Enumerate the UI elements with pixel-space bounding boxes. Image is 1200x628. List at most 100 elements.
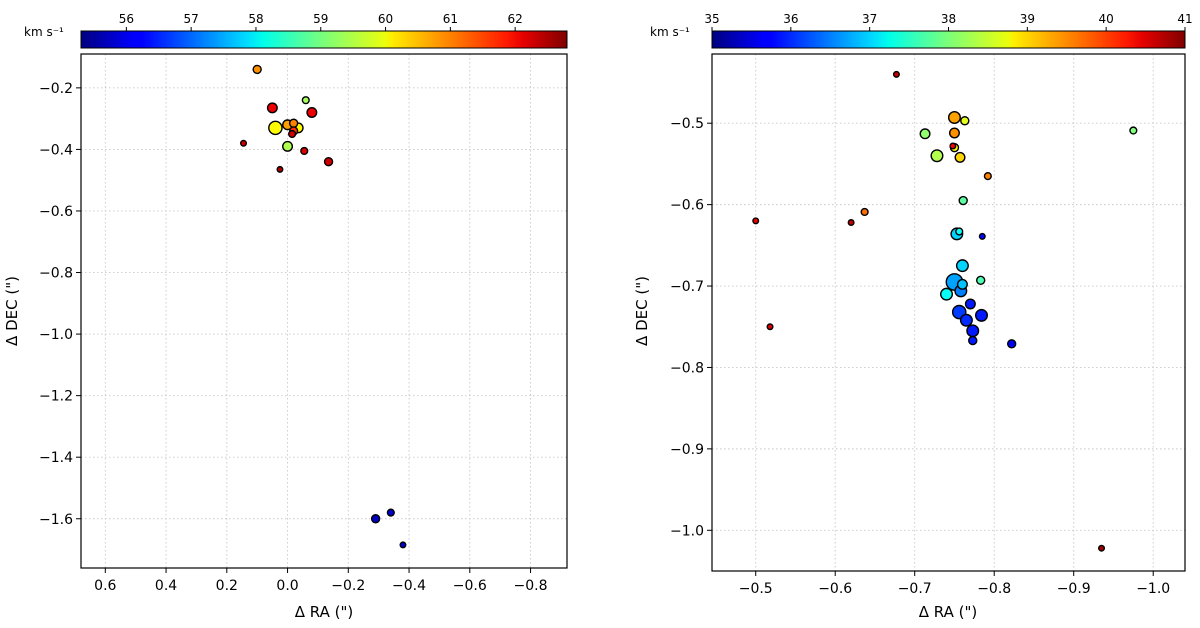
left-maser-spot <box>323 157 334 167</box>
right-maser-spot <box>968 335 978 346</box>
right-maser-spot <box>1129 126 1138 135</box>
left-colorbar-label: km s⁻¹ <box>24 25 64 39</box>
right-maser-spot <box>847 219 855 227</box>
left-maser-spot <box>300 146 309 156</box>
left-x-tick-label: −0.8 <box>514 578 548 594</box>
left-colorbar-tick-label: 58 <box>248 12 263 26</box>
right-maser-spot <box>975 275 986 286</box>
right-y-tick-label: −1.0 <box>670 523 704 539</box>
left-maser-spot <box>370 514 381 524</box>
right-colorbar-tick-label: 37 <box>862 12 877 26</box>
left-y-tick-label: −0.8 <box>39 266 73 282</box>
left-colorbar-tick-label: 57 <box>184 12 199 26</box>
right-maser-spot <box>919 128 931 140</box>
left-panel: km s⁻¹ 56 57 58 59 60 61 62 0.6 0.4 0.2 0.0 −0.2 −0… <box>3 12 568 621</box>
right-colorbar-tick-label: 40 <box>1099 12 1114 26</box>
right-x-tick-label: −1.0 <box>1136 581 1170 597</box>
right-x-axis-label: Δ RA (") <box>919 603 977 621</box>
left-maser-spot <box>399 541 407 549</box>
right-colorbar-tick-label: 35 <box>704 12 719 26</box>
left-x-tick-label: −0.2 <box>331 578 365 594</box>
left-x-tick-label: 0.6 <box>94 578 116 594</box>
right-x-tick-label: −0.7 <box>898 581 932 597</box>
left-points <box>240 64 407 549</box>
right-maser-spot <box>954 151 966 163</box>
right-y-tick-label: −0.9 <box>670 442 704 458</box>
left-maser-spot <box>240 139 248 147</box>
right-x-tick-label: −0.5 <box>739 581 773 597</box>
right-points <box>752 70 1138 552</box>
right-maser-spot <box>930 149 944 163</box>
right-colorbar-tick-label: 36 <box>783 12 798 26</box>
right-maser-spot <box>956 278 968 290</box>
left-maser-spot <box>252 64 262 75</box>
left-y-ticks: −0.2 −0.4 −0.6 −0.8 −1.0 −1.2 −1.4 −1.6 <box>39 81 81 528</box>
right-y-tick-label: −0.6 <box>670 198 704 214</box>
right-maser-spot <box>766 323 774 331</box>
right-maser-spot <box>955 259 969 273</box>
right-grid <box>712 54 1185 571</box>
left-x-axis-label: Δ RA (") <box>295 603 353 621</box>
left-x-tick-label: −0.6 <box>453 578 487 594</box>
left-maser-spot <box>266 102 278 114</box>
right-maser-spot <box>948 127 960 139</box>
right-y-tick-label: −0.5 <box>670 116 704 132</box>
left-x-ticks: 0.6 0.4 0.2 0.0 −0.2 −0.4 −0.6 −0.8 <box>94 568 548 594</box>
left-y-axis-label: Δ DEC (") <box>3 276 21 346</box>
left-colorbar-tick-label: 61 <box>443 12 458 26</box>
left-colorbar-tick-label: 59 <box>313 12 328 26</box>
right-colorbar-tick-label: 39 <box>1020 12 1035 26</box>
right-maser-spot <box>1098 544 1106 552</box>
right-colorbar-tick-label: 38 <box>941 12 956 26</box>
left-y-tick-label: −0.6 <box>39 204 73 220</box>
right-x-ticks: −0.5 −0.6 −0.7 −0.8 −0.9 −1.0 <box>739 571 1170 597</box>
right-y-tick-label: −0.8 <box>670 360 704 376</box>
right-maser-spot <box>958 195 968 206</box>
left-maser-spot <box>301 96 310 105</box>
left-x-tick-label: 0.0 <box>276 578 298 594</box>
right-maser-spot <box>752 217 760 225</box>
left-y-tick-label: −0.2 <box>39 81 73 97</box>
right-x-tick-label: −0.6 <box>818 581 852 597</box>
left-colorbar-tick-label: 56 <box>119 12 134 26</box>
right-maser-spot <box>947 111 961 125</box>
right-x-tick-label: −0.9 <box>1057 581 1091 597</box>
right-colorbar <box>711 30 1186 49</box>
right-maser-spot <box>983 172 992 181</box>
left-x-tick-label: 0.4 <box>155 578 177 594</box>
left-y-tick-label: −0.4 <box>39 142 73 158</box>
left-grid <box>81 54 567 568</box>
right-colorbar-label: km s⁻¹ <box>650 25 690 39</box>
right-colorbar-tick-label: 41 <box>1177 12 1192 26</box>
left-maser-spot <box>288 129 297 139</box>
left-colorbar-ticks: 56 57 58 59 60 61 62 <box>119 12 523 31</box>
right-maser-spot <box>1006 339 1017 349</box>
right-maser-spot <box>860 207 869 217</box>
right-y-axis-label: Δ DEC (") <box>633 276 651 346</box>
left-x-tick-label: 0.2 <box>216 578 238 594</box>
right-y-ticks: −0.5 −0.6 −0.7 −0.8 −0.9 −1.0 <box>670 116 712 539</box>
left-y-tick-label: −1.6 <box>39 512 73 528</box>
right-axes-frame <box>711 53 1186 572</box>
left-maser-spot <box>386 508 395 517</box>
left-maser-spot <box>268 120 283 136</box>
right-maser-spot <box>964 298 976 310</box>
right-maser-spot <box>892 70 900 78</box>
left-axes-frame <box>80 53 568 569</box>
left-x-tick-label: −0.4 <box>392 578 426 594</box>
left-maser-spot <box>288 118 299 128</box>
right-colorbar-ticks: 35 36 37 38 39 40 41 <box>704 12 1193 31</box>
left-colorbar-tick-label: 60 <box>378 12 393 26</box>
left-colorbar-tick-label: 62 <box>508 12 523 26</box>
right-maser-spot <box>974 308 988 322</box>
left-maser-spot <box>306 106 318 118</box>
left-y-tick-label: −1.0 <box>39 327 73 343</box>
right-maser-spot <box>949 142 957 150</box>
left-colorbar <box>80 30 568 49</box>
right-maser-spot <box>955 227 964 236</box>
right-x-tick-label: −0.8 <box>977 581 1011 597</box>
right-y-tick-label: −0.7 <box>670 279 704 295</box>
right-maser-spot <box>940 287 954 301</box>
